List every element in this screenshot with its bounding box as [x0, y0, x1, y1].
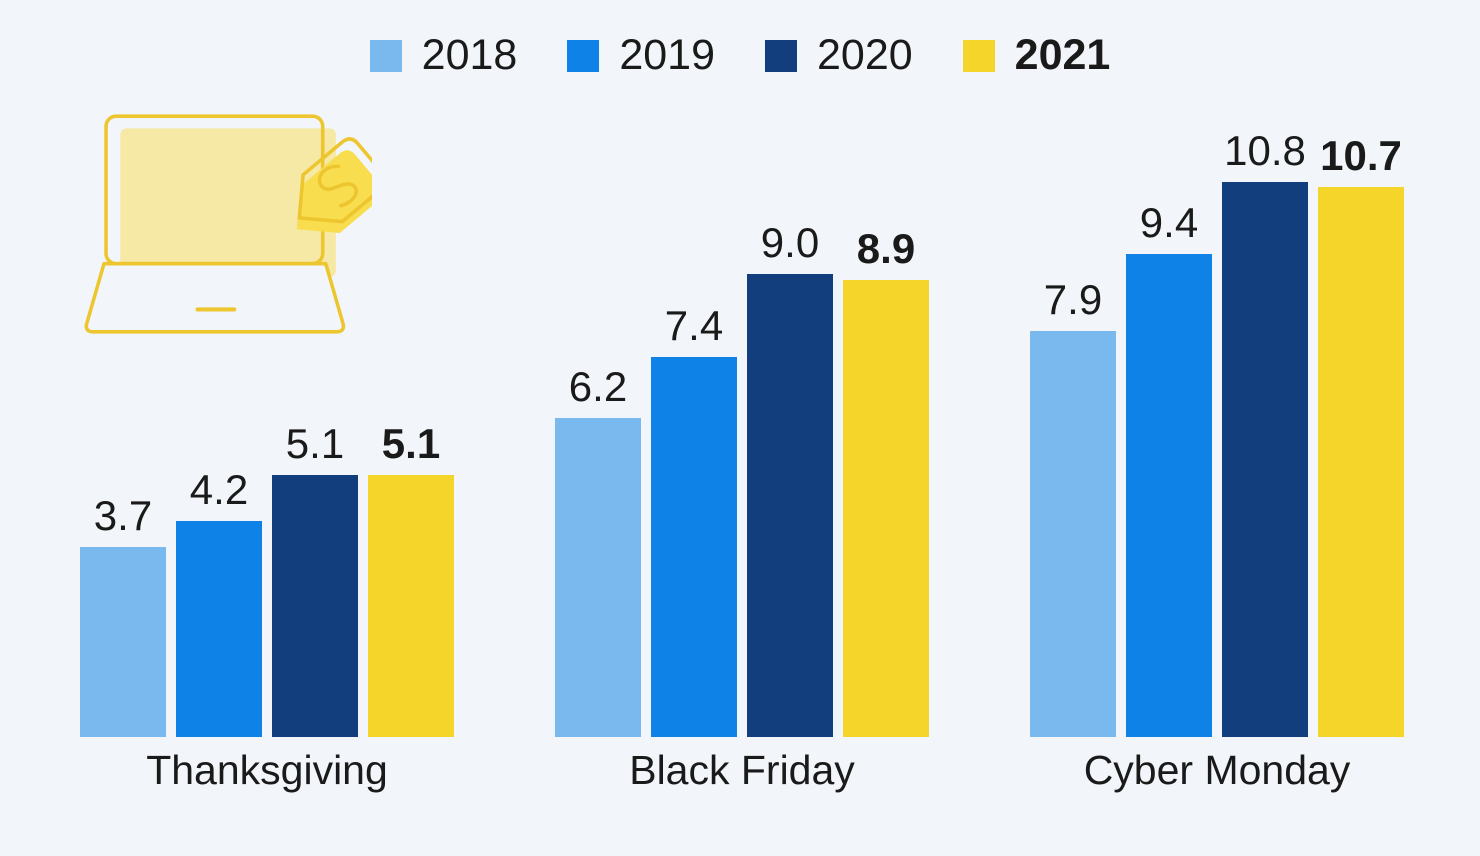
price-tag-fill — [296, 150, 372, 233]
bar-2020-cyber-monday — [1222, 182, 1308, 737]
value-label: 4.2 — [189, 466, 249, 513]
legend-item-2021: 2021 — [962, 31, 1111, 79]
bar-slot: 5.1 — [368, 423, 454, 737]
legend-label: 2019 — [619, 31, 715, 79]
bar-slot: 7.4 — [651, 305, 737, 737]
legend-label: 2020 — [817, 31, 913, 79]
price-tag-icon — [296, 137, 372, 233]
value-label: 10.7 — [1320, 132, 1402, 179]
price-tag-outline — [297, 137, 372, 224]
bar-2019-cyber-monday — [1126, 254, 1212, 737]
bar-2021-black-friday — [843, 280, 929, 737]
laptop-screen-fill — [120, 128, 336, 277]
bar-group-cyber-monday: 7.9 9.4 10.8 10.7 — [1030, 130, 1404, 737]
legend-swatch — [765, 39, 797, 72]
value-label: 9.4 — [1139, 199, 1199, 246]
bar-2021-thanksgiving — [368, 475, 454, 737]
bar-slot: 10.8 — [1222, 130, 1308, 737]
legend-swatch — [962, 39, 995, 72]
legend-swatch — [567, 39, 600, 72]
bar-group-thanksgiving: 3.7 4.2 5.1 5.1 — [80, 423, 454, 737]
bar-slot: 3.7 — [80, 495, 166, 737]
bar-slot: 8.9 — [843, 228, 929, 737]
legend-item-2019: 2019 — [567, 34, 715, 77]
bar-2018-thanksgiving — [80, 547, 166, 737]
bar-slot: 9.0 — [747, 222, 833, 737]
bar-2018-cyber-monday — [1030, 331, 1116, 737]
value-label: 6.2 — [568, 363, 628, 410]
value-label: 5.1 — [285, 420, 345, 467]
value-label: 8.9 — [856, 225, 916, 272]
legend-item-2018: 2018 — [369, 31, 518, 79]
legend: 2018 2019 2020 2021 — [0, 34, 1480, 77]
bar-2019-thanksgiving — [176, 521, 262, 737]
bar-group-black-friday: 6.2 7.4 9.0 8.9 — [555, 222, 929, 737]
legend-label: 2021 — [1014, 31, 1111, 79]
value-label: 9.0 — [760, 219, 820, 266]
bar-slot: 7.9 — [1030, 279, 1116, 737]
laptop-price-tag-icon — [84, 114, 372, 334]
bar-2021-cyber-monday — [1318, 187, 1404, 737]
category-label: Thanksgiving — [146, 747, 388, 793]
bar-slot: 6.2 — [555, 366, 641, 737]
laptop-base — [84, 261, 346, 334]
legend-swatch — [369, 39, 402, 72]
bar-slot: 10.7 — [1318, 135, 1404, 737]
category-label: Black Friday — [629, 747, 855, 793]
bar-2020-black-friday — [747, 274, 833, 737]
value-label: 5.1 — [381, 420, 441, 467]
value-label: 10.8 — [1224, 127, 1306, 174]
bar-2019-black-friday — [651, 357, 737, 737]
bar-slot: 9.4 — [1126, 202, 1212, 737]
bar-slot: 4.2 — [176, 469, 262, 737]
bar-2020-thanksgiving — [272, 475, 358, 737]
category-label: Cyber Monday — [1083, 747, 1351, 793]
legend-item-2020: 2020 — [765, 34, 913, 77]
legend-label: 2018 — [421, 31, 518, 79]
bar-slot: 5.1 — [272, 423, 358, 737]
value-label: 7.4 — [664, 302, 724, 349]
bar-2018-black-friday — [555, 418, 641, 737]
value-label: 7.9 — [1043, 276, 1103, 323]
value-label: 3.7 — [93, 492, 153, 539]
dollar-squiggle-icon — [317, 164, 358, 208]
grouped-bar-chart: 3.7 4.2 5.1 5.1 6.2 7.4 9.0 8.9 7.9 9.4 10.8 10.7 — [80, 130, 1404, 737]
